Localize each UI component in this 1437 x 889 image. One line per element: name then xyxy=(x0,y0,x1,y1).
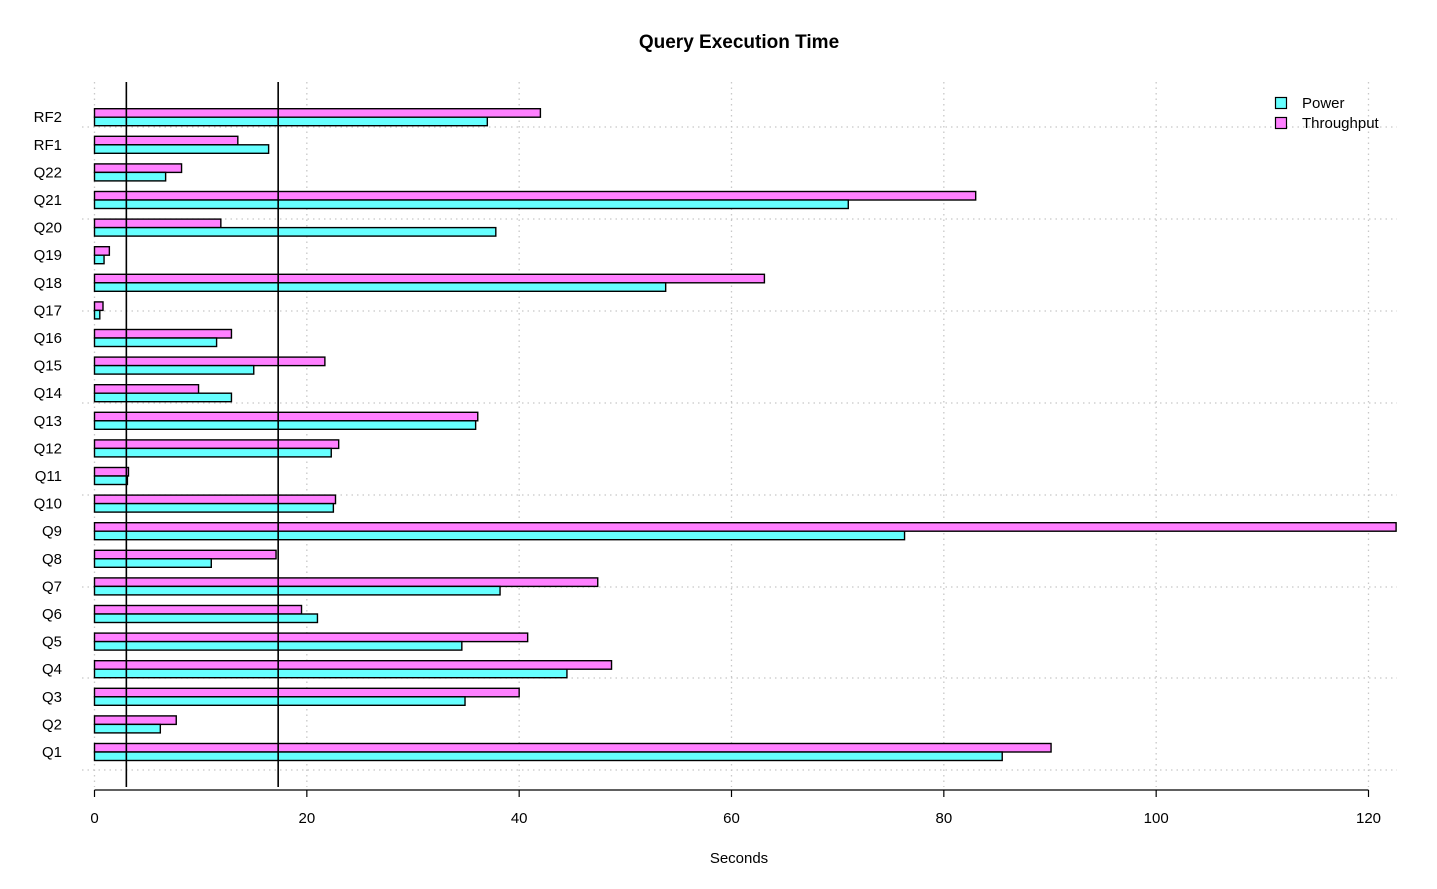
bar-power xyxy=(93,668,568,679)
bar-throughput xyxy=(93,245,111,256)
x-tick-label: 60 xyxy=(723,810,740,827)
legend-label: Throughput xyxy=(1302,115,1380,132)
bar-power xyxy=(93,613,319,624)
bar-power xyxy=(93,696,466,706)
category-label: Q3 xyxy=(42,689,62,706)
bar-throughput xyxy=(93,273,766,284)
bar-throughput xyxy=(93,522,1397,532)
category-label: Q17 xyxy=(34,302,62,319)
category-label: Q9 xyxy=(42,523,62,540)
grid xyxy=(82,82,1397,787)
bar-throughput xyxy=(93,328,233,339)
legend-swatch xyxy=(1274,116,1288,130)
x-axis: 0 20 40 60 80 100 120 xyxy=(90,789,1381,827)
bar-throughput xyxy=(93,107,542,118)
category-label: Q4 xyxy=(42,661,62,678)
category-label: Q10 xyxy=(34,496,62,513)
bar-power xyxy=(93,392,233,403)
bar-power xyxy=(93,530,906,541)
bar-power xyxy=(93,226,497,237)
bar-power xyxy=(93,751,1003,762)
bars xyxy=(93,107,1397,762)
chart-title: Query Execution Time xyxy=(639,32,839,53)
legend-swatch xyxy=(1274,96,1288,110)
bar-power xyxy=(93,723,162,734)
bar-throughput xyxy=(93,494,337,505)
bar-power xyxy=(93,558,212,568)
category-label: RF2 xyxy=(34,109,62,126)
x-tick-label: 100 xyxy=(1144,810,1169,827)
bar-power xyxy=(93,309,101,320)
x-axis-label: Seconds xyxy=(710,850,768,867)
category-label: Q22 xyxy=(34,164,62,181)
bar-power xyxy=(93,254,105,265)
bar-throughput xyxy=(93,411,479,422)
bar-throughput xyxy=(93,356,326,367)
bar-throughput xyxy=(93,549,277,560)
category-labels: Q1 Q2 Q3 Q4 Q5 Q6 Q7 Q8 Q9 Q10 Q11 Q12 Q13 Q14 Q15 Q16 Q… xyxy=(34,109,62,761)
category-label: Q18 xyxy=(34,275,62,292)
category-label: Q6 xyxy=(42,606,62,623)
bar-power xyxy=(93,144,270,155)
bar-throughput xyxy=(93,577,599,588)
category-label: Q14 xyxy=(34,385,62,402)
bar-throughput xyxy=(93,660,613,670)
bar-throughput xyxy=(93,632,529,643)
category-label: Q11 xyxy=(35,468,62,485)
bar-power xyxy=(93,199,849,210)
x-tick-label: 120 xyxy=(1356,810,1381,827)
x-tick-label: 80 xyxy=(935,810,952,827)
category-label: Q15 xyxy=(34,358,62,375)
bar-power xyxy=(93,171,167,182)
bar-power xyxy=(93,116,489,127)
x-tick-label: 40 xyxy=(511,810,528,827)
bar-throughput xyxy=(93,466,130,477)
legend-label: Power xyxy=(1302,95,1345,112)
bar-power xyxy=(93,420,477,430)
category-label: Q13 xyxy=(34,413,62,430)
bar-throughput xyxy=(93,742,1052,753)
bar-throughput xyxy=(93,384,200,394)
bar-throughput xyxy=(93,715,177,726)
category-label: Q2 xyxy=(42,716,62,733)
bar-throughput xyxy=(93,439,340,450)
category-label: Q20 xyxy=(34,220,62,237)
bar-power xyxy=(93,585,501,596)
bar-throughput xyxy=(93,163,183,174)
category-label: Q1 xyxy=(42,744,62,761)
x-tick-label: 0 xyxy=(90,810,98,827)
bar-throughput xyxy=(93,687,520,698)
bar-throughput xyxy=(93,135,239,146)
bar-power xyxy=(93,502,335,513)
bar-throughput xyxy=(93,301,104,312)
category-label: Q12 xyxy=(34,440,62,457)
bar-power xyxy=(93,282,667,292)
bar-throughput xyxy=(93,218,222,229)
bar-power xyxy=(93,475,129,486)
bar-power xyxy=(93,364,255,375)
bar-power xyxy=(93,447,332,458)
bar-power xyxy=(93,337,218,348)
category-label: Q5 xyxy=(42,634,62,651)
category-label: Q19 xyxy=(34,247,62,264)
category-label: RF1 xyxy=(34,137,62,154)
category-label: Q7 xyxy=(42,578,62,595)
bar-throughput xyxy=(93,190,977,201)
legend: Power Throughput xyxy=(1274,95,1380,132)
reference-lines xyxy=(125,82,279,787)
category-label: Q21 xyxy=(34,192,62,209)
category-label: Q8 xyxy=(42,551,62,568)
x-tick-label: 20 xyxy=(298,810,315,827)
category-label: Q16 xyxy=(34,330,62,347)
